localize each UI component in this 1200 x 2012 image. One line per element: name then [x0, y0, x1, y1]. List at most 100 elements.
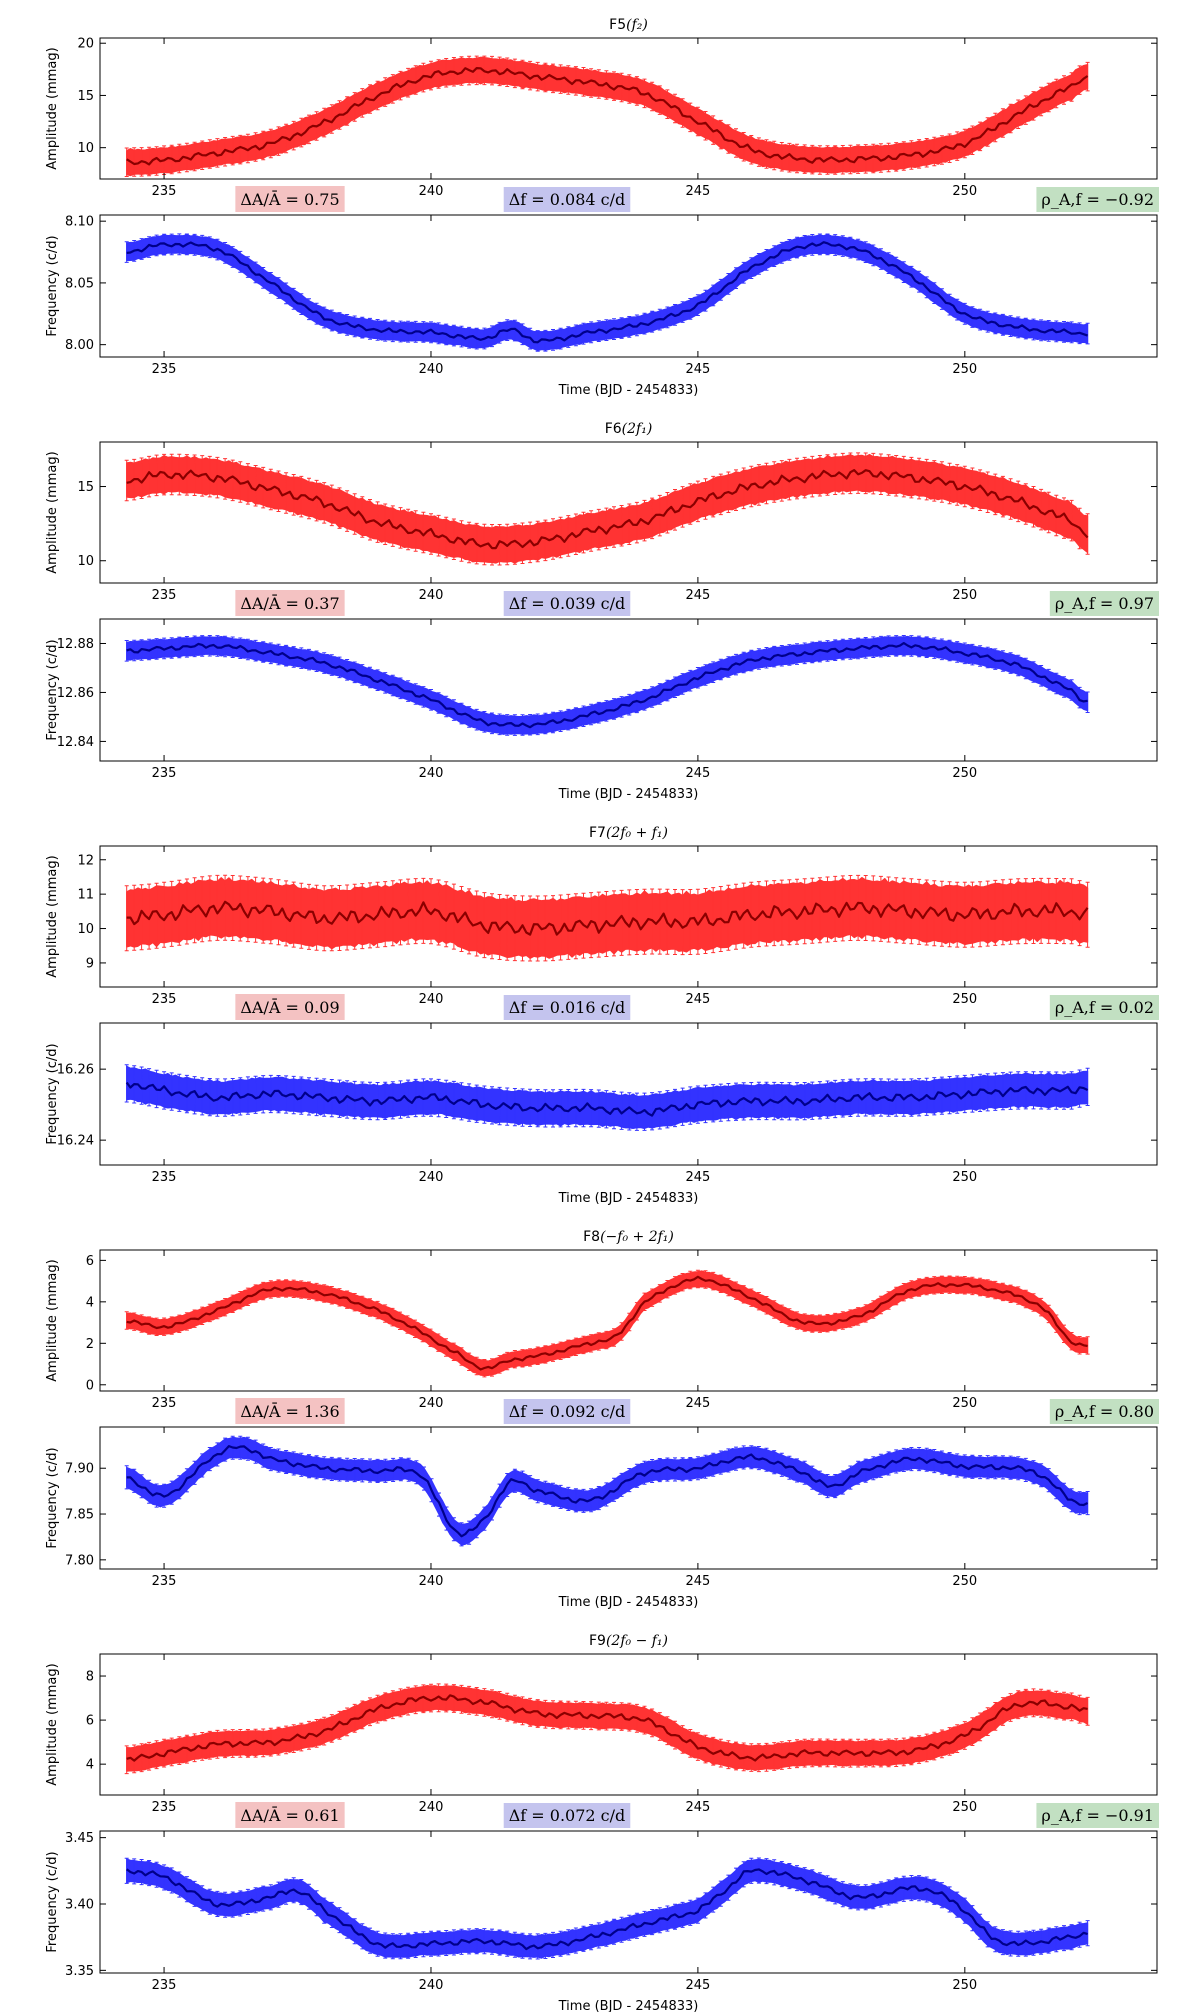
amplitude-panel-ytick-label: 6: [86, 1714, 94, 1729]
stat-amplitude-label: ΔA/Ā = 0.37: [240, 593, 339, 613]
frequency-panel-ylabel: Frequency (c/d): [45, 1851, 60, 1952]
amplitude-panel-ytick-label: 15: [77, 480, 94, 495]
frequency-panel: 3.35 3.40 3.45 235 240 245 250 Frequency (c/d): [45, 1830, 1158, 1993]
stat-amplitude-box: [235, 186, 345, 212]
panel-title: F5(f₂): [609, 17, 648, 33]
amplitude-panel-ytick-label: 12: [77, 853, 94, 868]
stat-amplitude-label: ΔA/Ā = 1.36: [240, 1401, 339, 1421]
amplitude-panel-ytick-label: 10: [77, 922, 94, 937]
amplitude-panel-ytick-label: 2: [86, 1337, 94, 1352]
stat-correlation-label: ρ_A,f = −0.91: [1041, 1806, 1154, 1825]
frequency-panel: 7.80 7.85 7.90 235 240 245 250 Frequency (c/d): [45, 1426, 1158, 1589]
stat-correlation-box: [1049, 1399, 1159, 1424]
frequency-panel-ylabel: Frequency (c/d): [45, 1043, 60, 1144]
frequency-panel-xtick-label: 245: [685, 1574, 710, 1589]
stat-frequency-label: Δf = 0.016 c/d: [509, 998, 626, 1017]
frequency-panel-axes-frame: [99, 1426, 1158, 1570]
panel-title-main: F5: [609, 17, 626, 33]
amplitude-panel: 0 2 4 6 235 240 245 250 Amplitude (mmag): [45, 1249, 1158, 1411]
amplitude-panel-xtick-label: 240: [419, 184, 444, 199]
stat-frequency-box: [503, 995, 631, 1020]
amplitude-panel-xtick-label: 250: [952, 1396, 977, 1411]
amplitude-panel-ytick-label: 4: [86, 1295, 94, 1310]
amplitude-panel: 10 15 235 240 245 250 Amplitude (mmag): [45, 441, 1158, 603]
amplitude-panel-ylabel: Amplitude (mmag): [45, 1663, 60, 1785]
frequency-panel-ytick-label: 3.40: [65, 1897, 94, 1912]
panel-title-main: F6: [605, 421, 622, 437]
amplitude-panel: 9 10 11 12 235 240 245 250 Amplitude (mmag): [45, 845, 1158, 1007]
amplitude-panel-xtick-label: 245: [685, 184, 710, 199]
frequency-panel-xtick-label: 250: [952, 1978, 977, 1993]
amplitude-panel-axes-frame: [99, 37, 1158, 180]
frequency-panel: 8.00 8.05 8.10 235 240 245 250 Frequency (c/d): [45, 214, 1158, 377]
amplitude-panel-xtick-label: 245: [685, 1396, 710, 1411]
amplitude-panel-axes-frame: [99, 845, 1158, 988]
panel-title-main: F8: [583, 1229, 600, 1245]
frequency-panel-xtick-label: 240: [419, 1978, 444, 1993]
amplitude-panel-axes-frame: [99, 441, 1158, 584]
frequency-panel-ytick-label: 8.05: [65, 276, 94, 291]
frequency-panel-xtick-label: 250: [952, 1170, 977, 1185]
panel-title-sub: (f₂): [626, 17, 648, 33]
frequency-panel-xtick-label: 235: [152, 362, 177, 377]
frequency-panel-series-line: [126, 642, 1088, 729]
stat-correlation-label: ρ_A,f = 0.97: [1055, 594, 1154, 613]
frequency-panel-xtick-label: 245: [685, 362, 710, 377]
frequency-panel-ylabel: Frequency (c/d): [45, 639, 60, 740]
frequency-panel-xtick-label: 235: [152, 1978, 177, 1993]
amplitude-panel-series-line: [126, 1275, 1088, 1371]
stat-frequency-box: [503, 187, 631, 212]
amplitude-panel-ytick-label: 11: [77, 888, 94, 903]
frequency-panel-series-line: [126, 1445, 1089, 1538]
stat-amplitude-box: [235, 1802, 345, 1828]
amplitude-panel-xtick-label: 250: [952, 184, 977, 199]
amplitude-panel-xtick-label: 245: [685, 588, 710, 603]
panel-title-sub: (2f₀ + f₁): [606, 825, 668, 841]
stat-correlation-box: [1036, 187, 1159, 212]
panel-title: F6(2f₁): [605, 421, 653, 437]
panel-title: F7(2f₀ + f₁): [589, 825, 668, 841]
frequency-panel-xtick-label: 245: [685, 1170, 710, 1185]
stat-amplitude-box: [235, 994, 345, 1020]
stat-correlation-box: [1049, 995, 1159, 1020]
frequency-panel-xtick-label: 250: [952, 362, 977, 377]
frequency-panel-ytick-label: 12.88: [57, 637, 94, 652]
frequency-panel-xtick-label: 240: [419, 1574, 444, 1589]
stat-correlation-label: ρ_A,f = 0.02: [1055, 998, 1154, 1017]
frequency-panel-ylabel: Frequency (c/d): [45, 235, 60, 336]
amplitude-panel-ytick-label: 9: [86, 956, 94, 971]
panel-title-main: F7: [589, 825, 606, 841]
amplitude-panel-series-line: [126, 469, 1089, 550]
stat-correlation-label: ρ_A,f = 0.80: [1055, 1402, 1154, 1421]
amplitude-panel-xtick-label: 250: [952, 1800, 977, 1815]
amplitude-panel-xtick-label: 245: [685, 992, 710, 1007]
amplitude-panel: 10 15 20 235 240 245 250 Amplitude (mmag): [45, 37, 1158, 199]
amplitude-panel-ylabel: Amplitude (mmag): [45, 1259, 60, 1381]
amplitude-panel-ytick-label: 15: [77, 89, 94, 104]
x-axis-label: Time (BJD - 2454833): [558, 1191, 699, 1206]
stat-amplitude-label: ΔA/Ā = 0.09: [240, 997, 339, 1017]
panel-group-f7: F7(2f₀ + f₁) 9 10 11 12 235 240 245 250 Amplitude…: [45, 825, 1159, 1206]
frequency-panel-xtick-label: 235: [152, 766, 177, 781]
stat-correlation-box: [1036, 1803, 1159, 1828]
x-axis-label: Time (BJD - 2454833): [558, 787, 699, 802]
x-axis-label: Time (BJD - 2454833): [558, 1595, 699, 1610]
stat-amplitude-box: [235, 1398, 345, 1424]
amplitude-panel-xtick-label: 235: [152, 992, 177, 1007]
stat-frequency-label: Δf = 0.084 c/d: [509, 190, 626, 209]
amplitude-panel-ytick-label: 4: [86, 1758, 94, 1773]
frequency-panel-ytick-label: 3.35: [65, 1964, 94, 1979]
x-axis-label: Time (BJD - 2454833): [558, 1999, 699, 2012]
panel-title: F8(−f₀ + 2f₁): [583, 1229, 674, 1245]
amplitude-panel-xtick-label: 235: [152, 1800, 177, 1815]
stat-frequency-box: [503, 1399, 631, 1424]
amplitude-panel-xtick-label: 240: [419, 1800, 444, 1815]
frequency-panel-xtick-label: 250: [952, 1574, 977, 1589]
frequency-panel: 12.84 12.86 12.88 235 240 245 250 Frequency (c/…: [45, 618, 1158, 781]
panel-group-f5: F5(f₂) 10 15 20 235 240 245 250 Amplitude (mmag)…: [45, 17, 1159, 398]
amplitude-panel-ylabel: Amplitude (mmag): [45, 47, 60, 169]
frequency-panel-xtick-label: 240: [419, 362, 444, 377]
frequency-panel-xtick-label: 245: [685, 1978, 710, 1993]
amplitude-panel-xtick-label: 235: [152, 184, 177, 199]
